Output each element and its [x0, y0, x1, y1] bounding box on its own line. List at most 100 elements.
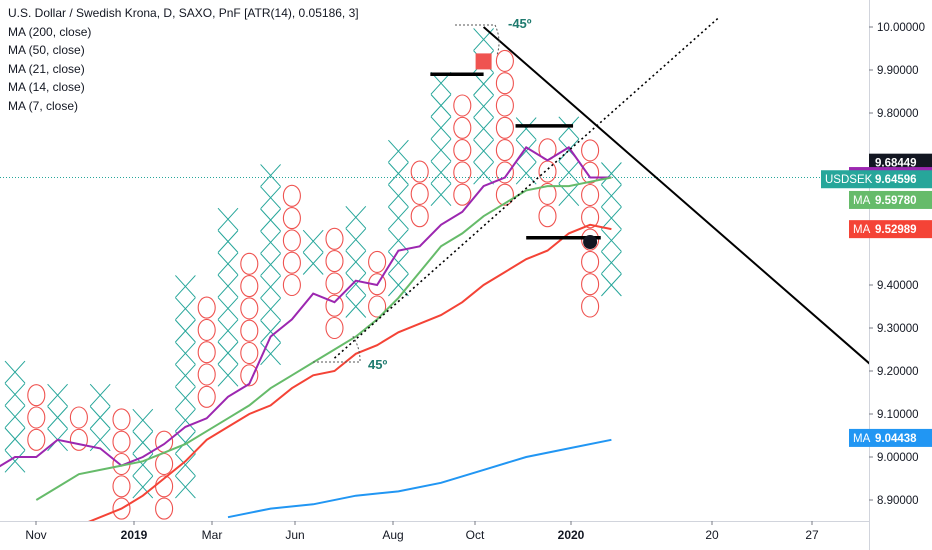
price-label-value: 9.64596 [875, 174, 917, 186]
ma-line-0[interactable] [0, 146, 612, 470]
price-label-bg [821, 170, 932, 189]
pnf-x-box [601, 273, 622, 297]
pnf-o-box [538, 160, 557, 183]
ma-line-1[interactable] [35, 176, 612, 501]
pnf-x-box [175, 319, 196, 343]
pnf-o-box [581, 139, 600, 162]
pnf-x-box [430, 161, 452, 184]
pnf-x-box [4, 405, 26, 429]
pnf-x-box [388, 229, 409, 252]
pnf-o-box [282, 273, 301, 297]
pnf-x-box [175, 297, 196, 321]
price-tick-label: 10.00000 [877, 22, 925, 34]
pnf-o-box [368, 250, 387, 273]
angle-arc-down [455, 24, 500, 56]
pnf-x-box [260, 342, 281, 366]
pnf-x-box [558, 183, 580, 207]
price-tick-label: 8.90000 [877, 495, 919, 507]
pnf-o-box [581, 295, 600, 318]
legend-study-ma50[interactable]: MA (50, close) [8, 43, 85, 57]
time-tick-label: Nov [25, 528, 46, 542]
pnf-o-box [282, 229, 301, 252]
pnf-x-box [558, 161, 580, 184]
pnf-o-box [453, 183, 472, 206]
pnf-x-box [175, 364, 196, 387]
price-label-ma[interactable]: MA 9.04438 [849, 428, 932, 447]
pnf-x-box [260, 164, 281, 187]
pnf-x-box [217, 297, 239, 320]
price-tick-label: 9.80000 [877, 108, 919, 120]
pnf-x-box [175, 475, 196, 499]
pnf-o-box [495, 139, 514, 162]
price-tick-label: 9.90000 [877, 65, 919, 77]
pnf-x-box [345, 250, 367, 274]
pnf-o-box [240, 319, 259, 342]
pnf-o-box [581, 228, 600, 251]
price-tick-label: 9.40000 [877, 280, 919, 292]
pnf-o-box [495, 72, 514, 95]
marker-square [475, 53, 492, 70]
pnf-x-box [175, 386, 196, 410]
time-tick-label: Jun [285, 528, 304, 542]
pnf-o-box [240, 364, 259, 387]
pnf-x-box [4, 427, 26, 451]
pnf-x-box [217, 207, 239, 231]
pnf-x-box [175, 408, 196, 432]
price-label-ma[interactable]: MA 9.52989 [849, 220, 932, 239]
trendline-dotted[interactable] [333, 17, 719, 359]
pnf-o-box [581, 183, 600, 207]
pnf-o-box [155, 430, 174, 453]
plot-area[interactable]: -45º 45º [0, 16, 932, 526]
pnf-o-box [581, 273, 600, 296]
trendline-solid[interactable] [482, 26, 932, 491]
pnf-x-box [515, 117, 537, 140]
pnf-x-box [601, 162, 622, 185]
time-tick-label: 27 [805, 528, 819, 542]
price-label-ma[interactable]: MA 9.59780 [849, 190, 932, 209]
price-label-value: 9.04438 [875, 433, 917, 445]
legend-study-ma14[interactable]: MA (14, close) [8, 80, 85, 94]
pnf-x-box [473, 117, 494, 140]
pnf-o-box [581, 206, 600, 229]
pnf-o-box [27, 428, 46, 451]
price-label-usdsek[interactable]: USDSEK 9.64596 [821, 170, 932, 189]
price-label-prefix: MA [853, 224, 871, 236]
ma-line-2[interactable] [79, 223, 612, 526]
pnf-o-box [197, 296, 216, 319]
pnf-x-box [260, 253, 281, 276]
pnf-o-box [112, 408, 131, 431]
pnf-x-box [473, 72, 494, 96]
price-tick-label: 9.30000 [877, 323, 919, 335]
pnf-x-box [217, 230, 239, 253]
price-scale[interactable] [869, 0, 932, 550]
pnf-x-box [47, 383, 68, 407]
pnf-o-box [453, 139, 472, 162]
pnf-x-box [89, 383, 111, 407]
pnf-o-box [282, 184, 301, 207]
ma-line-3[interactable] [227, 438, 612, 519]
time-scale[interactable] [0, 521, 869, 550]
pnf-x-box [132, 475, 154, 499]
pnf-x-box [345, 272, 367, 296]
pnf-x-box [473, 139, 494, 163]
pnf-x-box [345, 205, 367, 229]
price-label-bg [849, 428, 932, 447]
pnf-x-box [175, 275, 196, 298]
pnf-x-box [132, 453, 154, 477]
price-label-value: 9.59780 [875, 195, 917, 207]
legend-study-ma200[interactable]: MA (200, close) [8, 24, 92, 39]
pnf-o-box [538, 182, 557, 205]
pnf-o-box [197, 318, 216, 341]
pnf-o-box [27, 406, 46, 429]
pnf-x-box [260, 275, 281, 299]
pnf-o-box [410, 160, 429, 183]
pnf-o-box [155, 452, 174, 476]
pnf-o-box [325, 227, 344, 250]
pnf-o-box [240, 252, 259, 275]
legend-study-ma21[interactable]: MA (21, close) [8, 61, 85, 76]
pnf-x-box [175, 341, 196, 365]
legend-study-ma7[interactable]: MA (7, close) [8, 98, 79, 113]
pnf-x-box [302, 229, 324, 253]
